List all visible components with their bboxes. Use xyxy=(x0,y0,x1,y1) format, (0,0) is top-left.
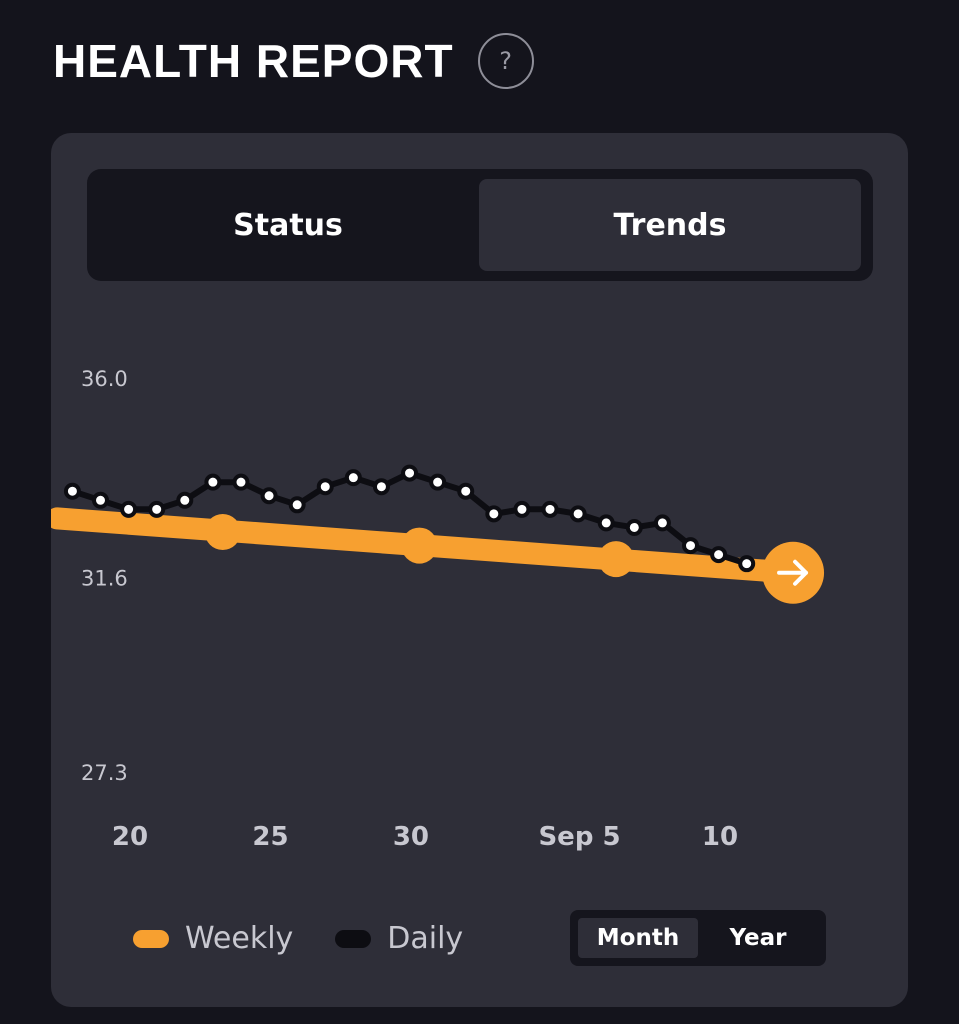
legend-weekly: Weekly xyxy=(133,921,293,956)
tab-status[interactable]: Status xyxy=(233,207,343,243)
daily-point xyxy=(541,500,559,518)
daily-point xyxy=(597,514,615,532)
weekly-point xyxy=(598,541,635,578)
daily-point xyxy=(653,514,671,532)
y-tick-label: 27.3 xyxy=(81,761,128,785)
daily-point xyxy=(288,496,306,514)
daily-swatch xyxy=(335,929,372,948)
x-tick-label: 30 xyxy=(393,822,429,852)
daily-point xyxy=(232,473,250,491)
chart-legend: Weekly Daily xyxy=(133,921,505,956)
daily-point xyxy=(260,487,278,505)
header: HEALTH REPORT ? xyxy=(53,30,534,92)
daily-point xyxy=(485,505,503,523)
y-tick-label: 36.0 xyxy=(81,367,128,391)
range-year-button[interactable]: Year xyxy=(729,925,787,951)
x-tick-label: 25 xyxy=(252,822,288,852)
help-icon[interactable]: ? xyxy=(477,33,534,89)
y-axis: 36.0 31.6 27.3 xyxy=(81,367,128,785)
daily-point xyxy=(625,518,643,536)
daily-point xyxy=(148,500,166,518)
tab-trends[interactable]: Trends xyxy=(479,179,861,271)
legend-daily-label: Daily xyxy=(387,921,464,956)
daily-point xyxy=(344,469,362,487)
daily-point xyxy=(204,473,222,491)
daily-point xyxy=(513,500,531,518)
range-month-button[interactable]: Month xyxy=(578,918,698,958)
daily-point xyxy=(569,505,587,523)
weekly-point xyxy=(401,527,438,564)
daily-point xyxy=(457,482,475,500)
range-segmented-control: Month Year xyxy=(570,910,826,966)
trend-end-marker[interactable] xyxy=(762,541,825,604)
daily-point xyxy=(316,478,334,496)
arrow-right-icon xyxy=(777,559,809,586)
x-tick-label: 20 xyxy=(112,822,148,852)
daily-point xyxy=(682,537,699,555)
daily-point xyxy=(710,546,728,564)
daily-point xyxy=(429,473,447,491)
x-tick-label: Sep 5 xyxy=(538,822,620,852)
weekly-point xyxy=(204,513,241,550)
legend-daily: Daily xyxy=(335,921,463,956)
daily-point xyxy=(372,478,390,496)
daily-point xyxy=(120,500,138,518)
daily-point xyxy=(401,464,419,482)
x-axis: 20 25 30 Sep 5 10 xyxy=(112,822,738,852)
weekly-swatch xyxy=(133,929,169,948)
daily-point xyxy=(176,491,194,509)
daily-point xyxy=(738,555,756,573)
y-tick-label: 31.6 xyxy=(81,566,128,590)
page-title: HEALTH REPORT xyxy=(53,35,454,87)
view-segmented-control: Status Trends xyxy=(87,169,873,281)
daily-point xyxy=(92,491,109,509)
x-tick-label: 10 xyxy=(702,822,738,852)
daily-point xyxy=(63,482,81,500)
plot-area xyxy=(51,464,805,584)
legend-weekly-label: Weekly xyxy=(185,921,294,956)
